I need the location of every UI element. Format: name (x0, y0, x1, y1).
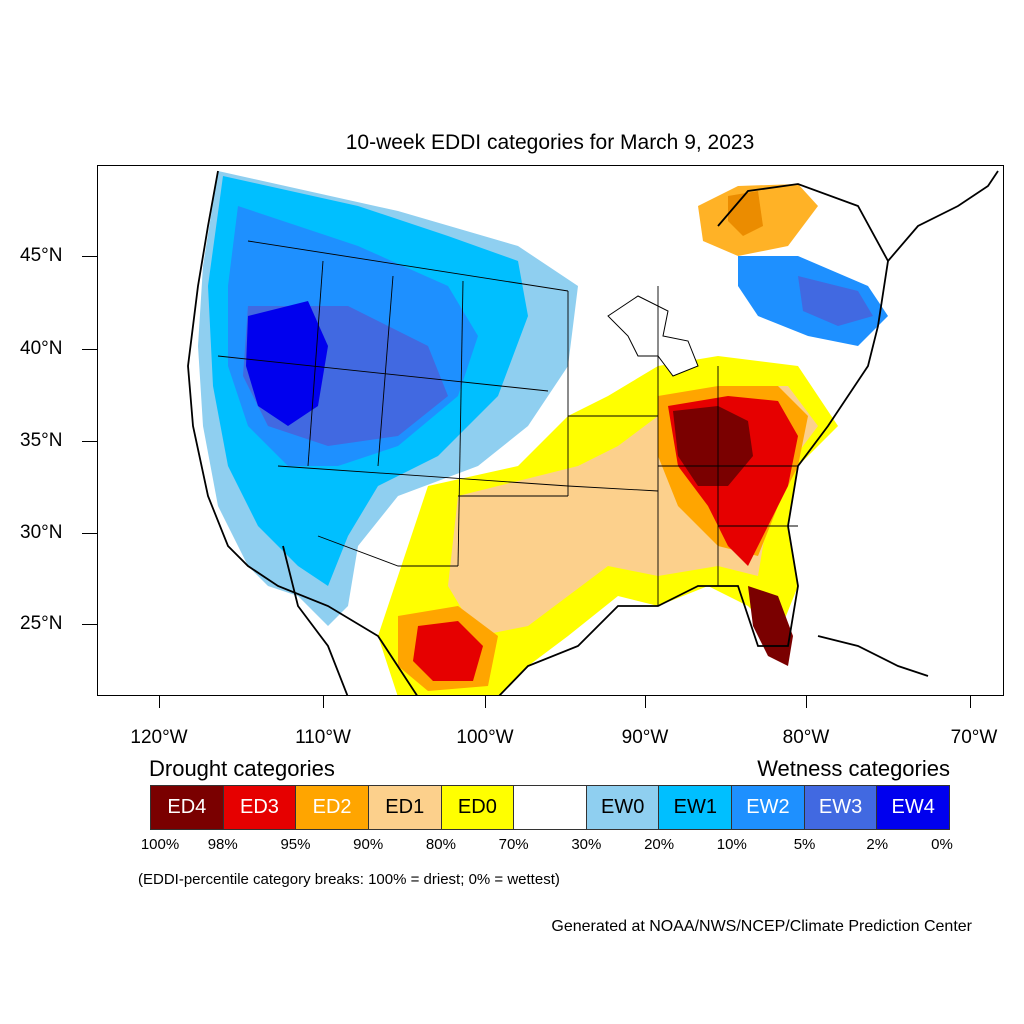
percentile-break-label: 70% (498, 836, 529, 853)
category-legend-bar: ED4 ED3 ED2 ED1 ED0 EW0 EW1 EW2 EW3 EW4 (150, 785, 950, 830)
legend-swatch-ed0: ED0 (441, 786, 515, 829)
legend-swatch-ed3: ED3 (223, 786, 297, 829)
ed3-region-texas (413, 621, 483, 681)
lon-tick-70w (970, 696, 971, 708)
lat-tick-45n (82, 256, 97, 257)
coastline (187, 170, 889, 695)
lat-label-25n: 25°N (20, 613, 63, 634)
drought-categories-heading: Drought categories (149, 756, 335, 781)
legend-swatch-ew2: EW2 (732, 786, 805, 829)
credit-line: Generated at NOAA/NWS/NCEP/Climate Predi… (551, 918, 972, 935)
lon-label-100w: 100°W (456, 727, 514, 748)
legend-swatch-ed2: ED2 (296, 786, 369, 829)
eddi-map (97, 165, 1004, 696)
legend-swatch-neutral (514, 786, 587, 829)
legend-swatch-ed1: ED1 (368, 786, 442, 829)
ne-wet-region-inner (798, 276, 873, 326)
percentile-break-label: 80% (425, 836, 456, 853)
legend-swatch-ew3: EW3 (804, 786, 878, 829)
percentile-break-label: 2% (866, 836, 889, 853)
lon-label-70w: 70°W (950, 727, 998, 748)
map-title: 10-week EDDI categories for March 9, 202… (345, 131, 755, 154)
lon-tick-80w (806, 696, 807, 708)
percentile-break-label: 0% (931, 836, 953, 853)
lon-tick-120w (159, 696, 160, 708)
lat-label-45n: 45°N (20, 245, 63, 266)
lat-label-35n: 35°N (20, 430, 63, 451)
lat-tick-30n (82, 533, 97, 534)
percentile-break-label: 100% (140, 836, 180, 853)
lat-tick-40n (82, 349, 97, 350)
lat-label-30n: 30°N (20, 522, 63, 543)
lat-tick-35n (82, 441, 97, 442)
lat-label-40n: 40°N (20, 338, 63, 359)
percentile-break-label: 10% (716, 836, 747, 853)
lon-tick-110w (323, 696, 324, 708)
legend-swatch-ew0: EW0 (586, 786, 660, 829)
quebec-dry-region (698, 184, 818, 256)
legend-swatch-ew4: EW4 (877, 786, 950, 829)
percentile-break-label: 98% (207, 836, 238, 853)
state-boundaries (217, 240, 798, 606)
lon-label-110w: 110°W (295, 727, 351, 748)
lon-tick-90w (645, 696, 646, 708)
canada-east-coast (887, 170, 999, 262)
lon-tick-100w (485, 696, 486, 708)
legend-swatch-ew1: EW1 (659, 786, 733, 829)
percentile-break-label: 5% (793, 836, 816, 853)
wetness-categories-heading: Wetness categories (757, 756, 950, 781)
percentile-break-label: 95% (280, 836, 311, 853)
lon-label-120w: 120°W (130, 727, 188, 748)
category-breaks-note: (EDDI-percentile category breaks: 100% =… (138, 871, 560, 888)
percentile-break-label: 30% (571, 836, 602, 853)
cuba-coast (817, 635, 929, 677)
legend-swatch-ed4: ED4 (151, 786, 224, 829)
conus-map-graphic (187, 170, 999, 695)
lat-tick-25n (82, 624, 97, 625)
baja-coast (282, 545, 349, 695)
lon-label-90w: 90°W (621, 727, 669, 748)
percentile-break-label: 20% (644, 836, 675, 853)
percentile-break-label: 90% (353, 836, 384, 853)
lon-label-80w: 80°W (782, 727, 830, 748)
